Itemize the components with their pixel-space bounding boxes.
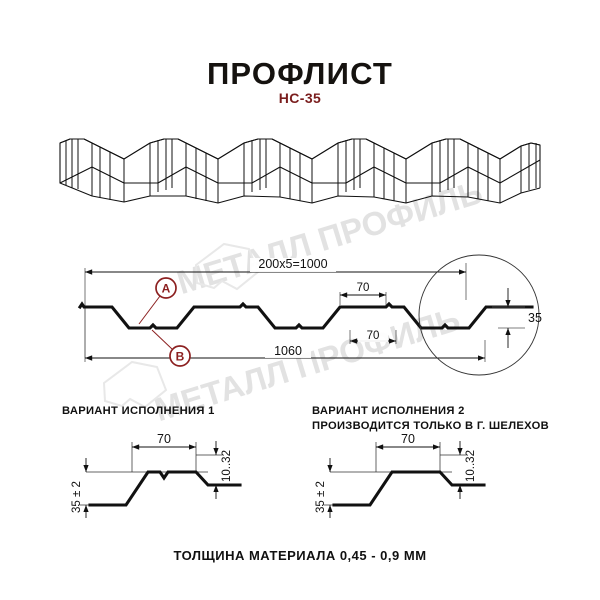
variant-1-title-line-1: ВАРИАНТ ИСПОЛНЕНИЯ 1 (62, 405, 215, 417)
dim-overall-top: 200x5=1000 (85, 257, 466, 275)
detail-zoom-circle (418, 254, 540, 376)
marker-a-label: A (162, 282, 171, 296)
material-thickness-note: ТОЛЩИНА МАТЕРИАЛА 0,45 - 0,9 ММ (173, 548, 427, 563)
v1-dim-top-flat: 70 (132, 432, 196, 450)
dim-height-label: 35 (528, 311, 542, 325)
v1-dim-lip: 10..32 (213, 441, 233, 499)
watermark-logo-upper (194, 242, 260, 291)
dim-rib-top: 70 (339, 282, 387, 305)
v2-dim-top-flat: 70 (376, 432, 440, 450)
v1-dim-height-label: 35 ± 2 (71, 481, 83, 513)
v2-dim-height-label: 35 ± 2 (315, 481, 327, 513)
v2-profile (332, 470, 486, 507)
v1-dim-lip-label: 10..32 (221, 450, 233, 482)
marker-b-label: B (176, 350, 185, 364)
page-subtitle: НС-35 (278, 90, 322, 106)
dim-overall-top-label: 200x5=1000 (258, 257, 327, 271)
v2-dim-lip-label: 10..32 (465, 450, 477, 482)
variant-2-drawing: 70 10..32 35 ± 2 (315, 432, 486, 518)
dim-rib-bottom-label: 70 (367, 330, 380, 342)
page-title: ПРОФЛИСТ (206, 56, 394, 91)
marker-b: B (151, 329, 191, 367)
v2-dim-top-flat-label: 70 (401, 432, 415, 446)
v1-profile (88, 470, 242, 507)
v2-dim-lip: 10..32 (457, 441, 477, 499)
watermark-logo-lower (102, 360, 168, 409)
v1-dim-height: 35 ± 2 (71, 458, 96, 518)
variant-1-drawing: 70 10..32 35 ± 2 (71, 432, 242, 518)
dim-rib-top-label: 70 (357, 282, 370, 294)
profile-polyline (77, 301, 534, 330)
dim-height: 35 (492, 288, 542, 348)
dim-overall-bottom-label: 1060 (274, 344, 302, 358)
dim-overall-bottom: 1060 (85, 344, 485, 361)
variant-2-title-line-1: ВАРИАНТ ИСПОЛНЕНИЯ 2 (312, 405, 465, 417)
variant-2-title-line-2: ПРОИЗВОДИТСЯ ТОЛЬКО В Г. ШЕЛЕХОВ (312, 420, 549, 432)
marker-a: A (138, 277, 177, 325)
dim-rib-bottom: 70 (349, 329, 397, 344)
v1-dim-top-flat-label: 70 (157, 432, 171, 446)
v2-dim-height: 35 ± 2 (315, 458, 340, 518)
